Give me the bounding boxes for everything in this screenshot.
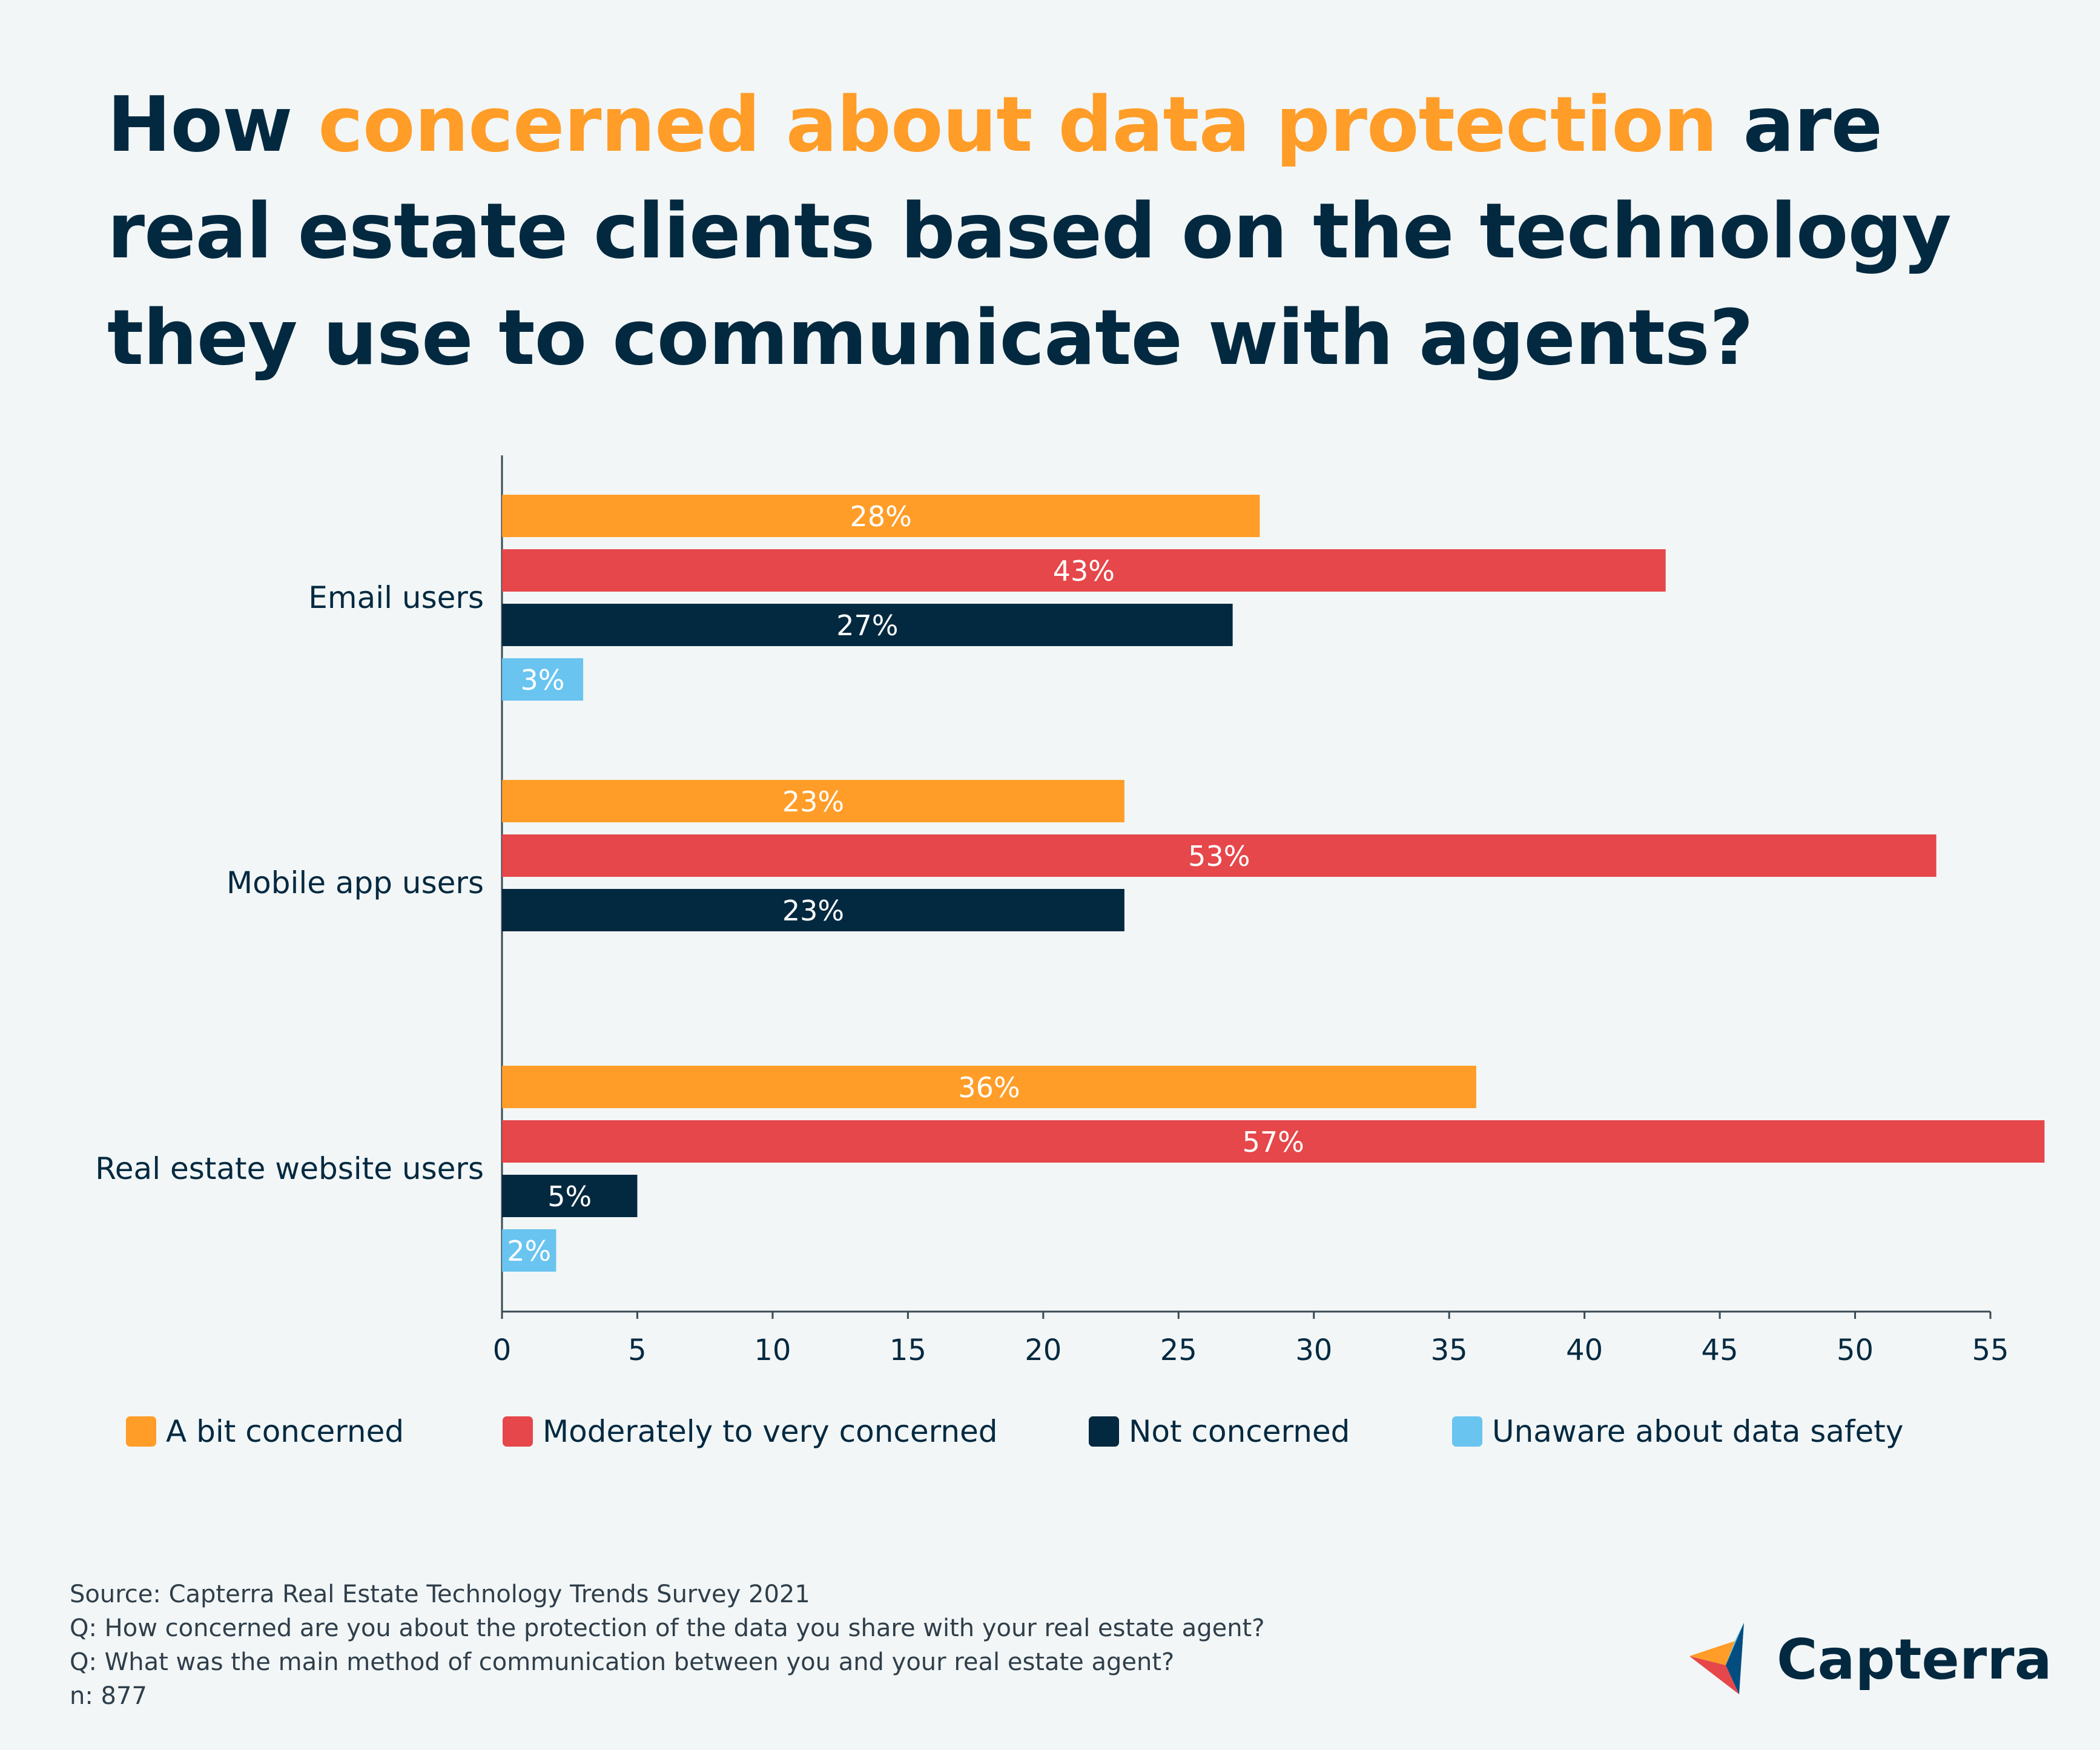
legend-swatch-moderately-concerned: [503, 1416, 533, 1447]
bar: [502, 1175, 638, 1217]
x-tick-label: 10: [754, 1333, 791, 1367]
title-post: are real estate clients based on the tec…: [107, 80, 1952, 382]
bar-value-label: 23%: [782, 785, 844, 818]
x-tick-label: 25: [1160, 1333, 1197, 1367]
legend-label: Moderately to very concerned: [543, 1414, 998, 1449]
category-label: Email users: [308, 580, 484, 615]
bar-chart: 0 5 10 15 20 25 30 35 40 45 50 55 Email users 28% 43% 2…: [95, 455, 2045, 1367]
question-1-note: Q: How concerned are you about the prote…: [70, 1614, 1265, 1642]
bar: [502, 780, 1124, 822]
x-tick-label: 50: [1837, 1333, 1874, 1367]
bar: [502, 834, 1937, 877]
bar-value-label: 27%: [836, 609, 898, 642]
x-tick-label: 5: [628, 1333, 647, 1367]
bar-value-label: 43%: [1053, 555, 1115, 587]
x-tick-label: 30: [1295, 1333, 1332, 1367]
bar: [502, 658, 584, 701]
x-tick-label: 45: [1702, 1333, 1738, 1367]
bar-value-label: 5%: [547, 1180, 592, 1213]
x-tick-label: 40: [1566, 1333, 1603, 1367]
title-pre: How: [107, 80, 319, 169]
legend-swatch-a-bit-concerned: [126, 1416, 156, 1447]
question-2-note: Q: What was the main method of communica…: [70, 1648, 1175, 1676]
bar: [502, 1066, 1476, 1108]
chart-title: How concerned about data protection are …: [107, 71, 2045, 391]
category-label: Real estate website users: [95, 1151, 484, 1186]
x-tick-label: 15: [890, 1333, 926, 1367]
legend-label: A bit concerned: [166, 1414, 404, 1449]
capterra-logo-icon: [1689, 1623, 1744, 1694]
bar-value-label: 3%: [521, 664, 565, 696]
bar: [502, 889, 1124, 931]
x-tick-label: 0: [493, 1333, 512, 1367]
brand-name: Capterra: [1777, 1626, 2052, 1692]
bar: [502, 1120, 2045, 1163]
bar: [502, 604, 1233, 646]
chart-legend: A bit concerned Moderately to very conce…: [0, 1414, 2100, 1462]
x-tick-label: 55: [1972, 1333, 2009, 1367]
footer-notes: Source: Capterra Real Estate Technology …: [70, 1577, 1264, 1713]
legend-item-not-concerned: Not concerned: [1089, 1414, 1350, 1449]
bar-value-label: 36%: [958, 1071, 1020, 1104]
legend-item-moderately-concerned: Moderately to very concerned: [503, 1414, 998, 1449]
bar-value-label: 57%: [1243, 1126, 1304, 1158]
category-label: Mobile app users: [226, 865, 484, 900]
legend-label: Not concerned: [1129, 1414, 1350, 1449]
legend-label: Unaware about data safety: [1492, 1414, 1904, 1449]
source-note: Source: Capterra Real Estate Technology …: [70, 1580, 810, 1608]
title-highlight: concerned about data protection: [318, 80, 1717, 169]
legend-item-a-bit-concerned: A bit concerned: [126, 1414, 404, 1449]
legend-swatch-not-concerned: [1089, 1416, 1119, 1447]
bar: [502, 495, 1260, 537]
x-tick-label: 20: [1025, 1333, 1062, 1367]
bar-value-label: 23%: [782, 894, 844, 927]
capterra-brand: Capterra: [1689, 1623, 2052, 1696]
sample-size-note: n: 877: [70, 1682, 147, 1710]
bar: [502, 549, 1666, 592]
bar-value-label: 2%: [507, 1235, 551, 1267]
bar: [502, 1229, 556, 1272]
x-tick-label: 35: [1431, 1333, 1468, 1367]
legend-swatch-unaware: [1452, 1416, 1482, 1447]
bar-value-label: 28%: [850, 500, 912, 533]
bar-value-label: 53%: [1188, 840, 1250, 873]
legend-item-unaware: Unaware about data safety: [1452, 1414, 1904, 1449]
